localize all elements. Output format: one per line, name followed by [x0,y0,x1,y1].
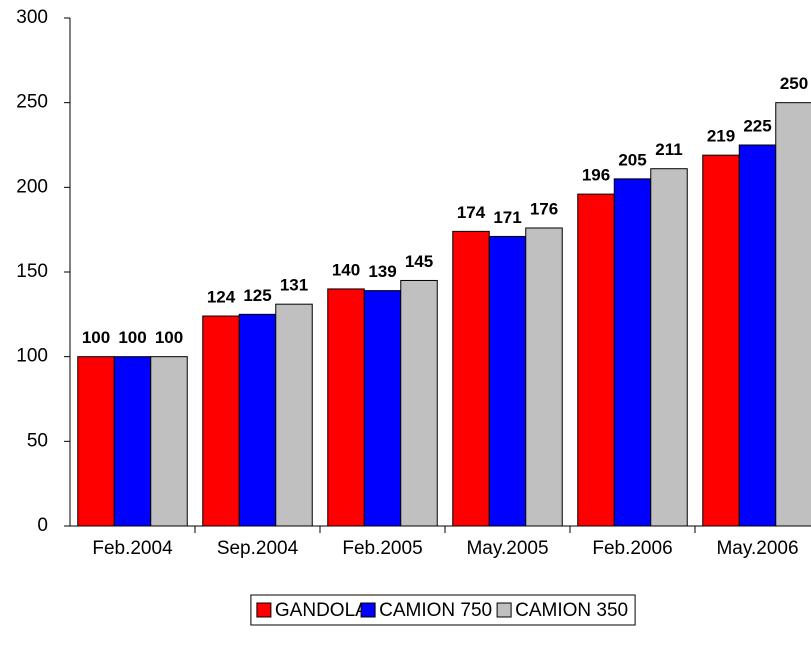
value-label: 250 [780,74,808,93]
value-label: 176 [530,199,558,218]
bar [452,230,490,527]
value-label: 140 [332,260,360,279]
value-label: 196 [582,166,610,185]
legend-swatch [256,602,272,618]
value-label: 100 [118,328,146,347]
bar [77,356,115,527]
bar [525,227,563,527]
bar [577,193,615,527]
x-tick-label: Feb.2006 [592,538,672,559]
bar [738,144,777,527]
y-tick-label: 200 [16,176,48,197]
value-label: 100 [155,328,183,347]
value-label: 139 [368,262,396,281]
bar [275,303,313,527]
legend-swatch [360,602,376,618]
bar [113,356,152,527]
value-label: 125 [243,286,271,305]
legend-label: GANDOLA [275,600,368,621]
bar [488,235,527,527]
bar [363,290,402,527]
bar [613,178,652,527]
value-label: 131 [280,276,308,295]
value-label: 219 [707,127,735,146]
x-tick-label: May.2005 [466,538,548,559]
bar [400,279,438,527]
x-tick-label: Sep.2004 [217,538,299,559]
value-label: 171 [493,208,521,227]
legend-label: CAMION 350 [515,600,628,621]
value-label: 211 [655,140,682,159]
y-tick-label: 300 [16,7,48,28]
value-label: 100 [82,328,110,347]
bar [202,315,240,527]
value-label: 174 [457,203,486,222]
x-tick-label: May.2006 [716,538,798,559]
legend-box [250,594,636,626]
y-tick-label: 250 [16,92,48,113]
y-tick-label: 100 [16,346,48,367]
x-tick-label: Feb.2004 [92,538,173,559]
value-label: 124 [207,288,236,307]
value-label: 145 [405,252,433,271]
x-tick-label: Feb.2005 [342,538,422,559]
y-tick-label: 150 [16,261,48,282]
y-tick-label: 50 [27,430,48,451]
bar [650,168,688,527]
bar [327,288,365,527]
bar [702,154,740,527]
legend-swatch [496,602,512,618]
value-label: 225 [743,116,771,135]
legend-label: CAMION 750 [379,600,492,621]
value-label: 205 [618,150,646,169]
bar [150,356,188,527]
bar [238,313,277,527]
bar [775,102,811,527]
y-tick-label: 0 [37,515,48,536]
